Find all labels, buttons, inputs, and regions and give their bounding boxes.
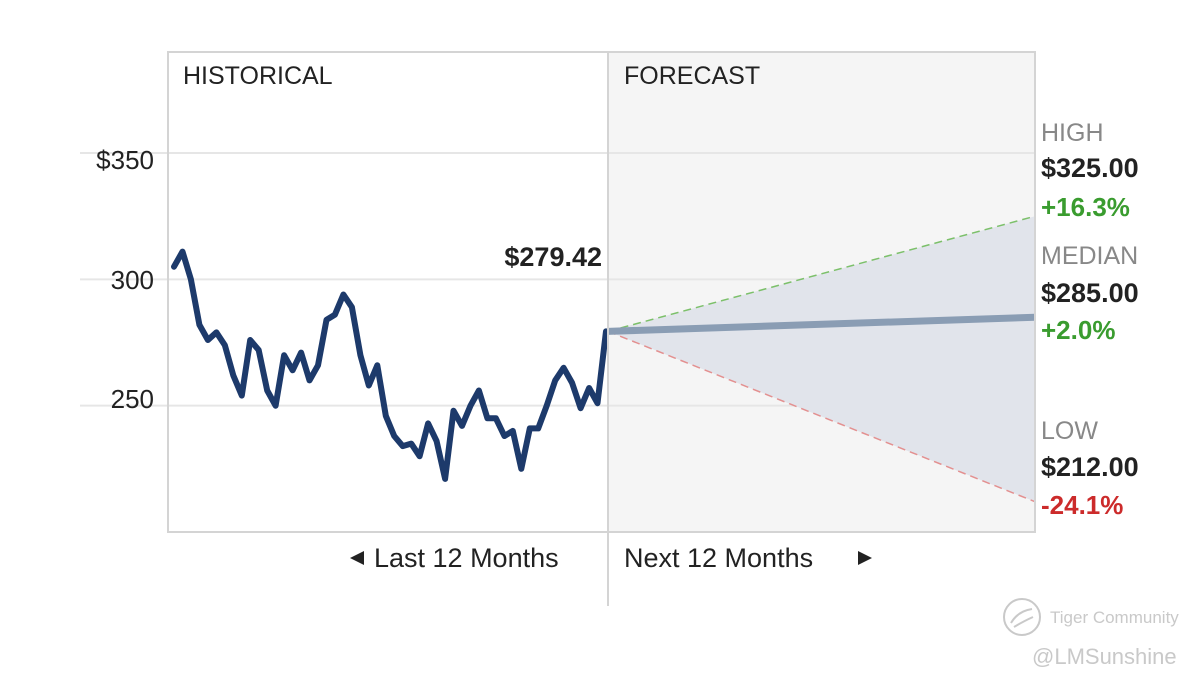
median-price: $285.00 bbox=[1041, 278, 1139, 308]
low-forecast-line bbox=[607, 330, 1036, 503]
right-arrow-icon bbox=[858, 551, 872, 565]
last-price-label: $279.42 bbox=[504, 242, 602, 272]
low-change: -24.1% bbox=[1041, 490, 1123, 520]
watermark-community: Tiger Community bbox=[1050, 608, 1179, 627]
high-change: +16.3% bbox=[1041, 192, 1130, 222]
historical-price-line bbox=[171, 248, 609, 482]
y-tick-label: $350 bbox=[96, 145, 154, 175]
median-label: MEDIAN bbox=[1041, 242, 1138, 270]
y-tick-label: 300 bbox=[111, 265, 154, 295]
median-forecast-line bbox=[607, 313, 1036, 335]
left-arrow-icon bbox=[350, 551, 364, 565]
high-price: $325.00 bbox=[1041, 153, 1139, 183]
high-label: HIGH bbox=[1041, 119, 1104, 147]
historical-title: HISTORICAL bbox=[183, 62, 333, 90]
low-label: LOW bbox=[1041, 417, 1098, 445]
y-tick-label: 250 bbox=[111, 384, 154, 414]
median-change: +2.0% bbox=[1041, 315, 1115, 345]
x-label-forecast: Next 12 Months bbox=[624, 543, 813, 573]
forecast-range-cone bbox=[608, 216, 1035, 502]
low-price: $212.00 bbox=[1041, 452, 1139, 482]
chart-frame bbox=[167, 51, 1036, 533]
watermark-user: @LMSunshine bbox=[1032, 644, 1177, 669]
x-label-historical: Last 12 Months bbox=[374, 543, 559, 573]
forecast-title: FORECAST bbox=[624, 62, 760, 90]
high-forecast-line bbox=[607, 215, 1036, 333]
tiger-logo-icon bbox=[1003, 598, 1041, 636]
historical-panel bbox=[168, 52, 608, 532]
